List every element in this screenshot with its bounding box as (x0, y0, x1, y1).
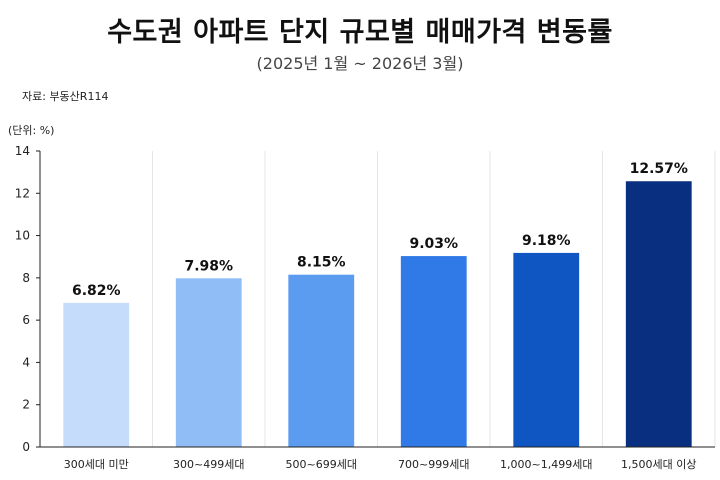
x-category-label: 1,000~1,499세대 (500, 458, 592, 471)
grid-lines (152, 151, 716, 447)
x-category-label: 300세대 미만 (64, 458, 129, 471)
y-tick-label: 12 (15, 186, 30, 200)
bars (63, 181, 692, 447)
value-label: 7.98% (184, 258, 233, 274)
source-note: 자료: 부동산R114 (22, 90, 109, 103)
y-tick-label: 10 (15, 229, 30, 243)
y-tick-label: 14 (15, 144, 30, 158)
value-label: 12.57% (630, 161, 688, 177)
y-tick-label: 8 (22, 271, 30, 285)
value-label: 9.03% (409, 236, 458, 252)
x-axis-labels: 300세대 미만 300~499세대 500~699세대 700~999세대 1,000… (64, 458, 697, 471)
bar (175, 278, 242, 447)
unit-label: (단위: %) (8, 124, 55, 137)
y-tick-label: 0 (22, 440, 30, 454)
y-tick-label: 4 (22, 355, 30, 369)
chart-title: 수도권 아파트 단지 규모별 매매가격 변동률 (107, 17, 613, 48)
chart-subtitle: (2025년 1월 ~ 2026년 3월) (256, 54, 464, 73)
x-category-label: 300~499세대 (173, 458, 244, 471)
value-label: 9.18% (522, 233, 571, 249)
bar (625, 181, 692, 447)
y-tick-label: 2 (22, 398, 30, 412)
value-labels: 6.82% 7.98% 8.15% 9.03% 9.18% 12.57% (72, 161, 688, 299)
bar (400, 256, 467, 447)
x-category-label: 500~699세대 (286, 458, 357, 471)
y-axis-ticks: 0 2 4 6 8 10 12 14 (15, 144, 40, 454)
bar (513, 252, 580, 447)
bar (63, 302, 130, 447)
x-category-label: 1,500세대 이상 (621, 458, 696, 471)
y-tick-label: 6 (22, 313, 30, 327)
value-label: 8.15% (297, 255, 346, 271)
bar (288, 274, 355, 447)
x-category-label: 700~999세대 (398, 458, 469, 471)
value-label: 6.82% (72, 283, 121, 299)
